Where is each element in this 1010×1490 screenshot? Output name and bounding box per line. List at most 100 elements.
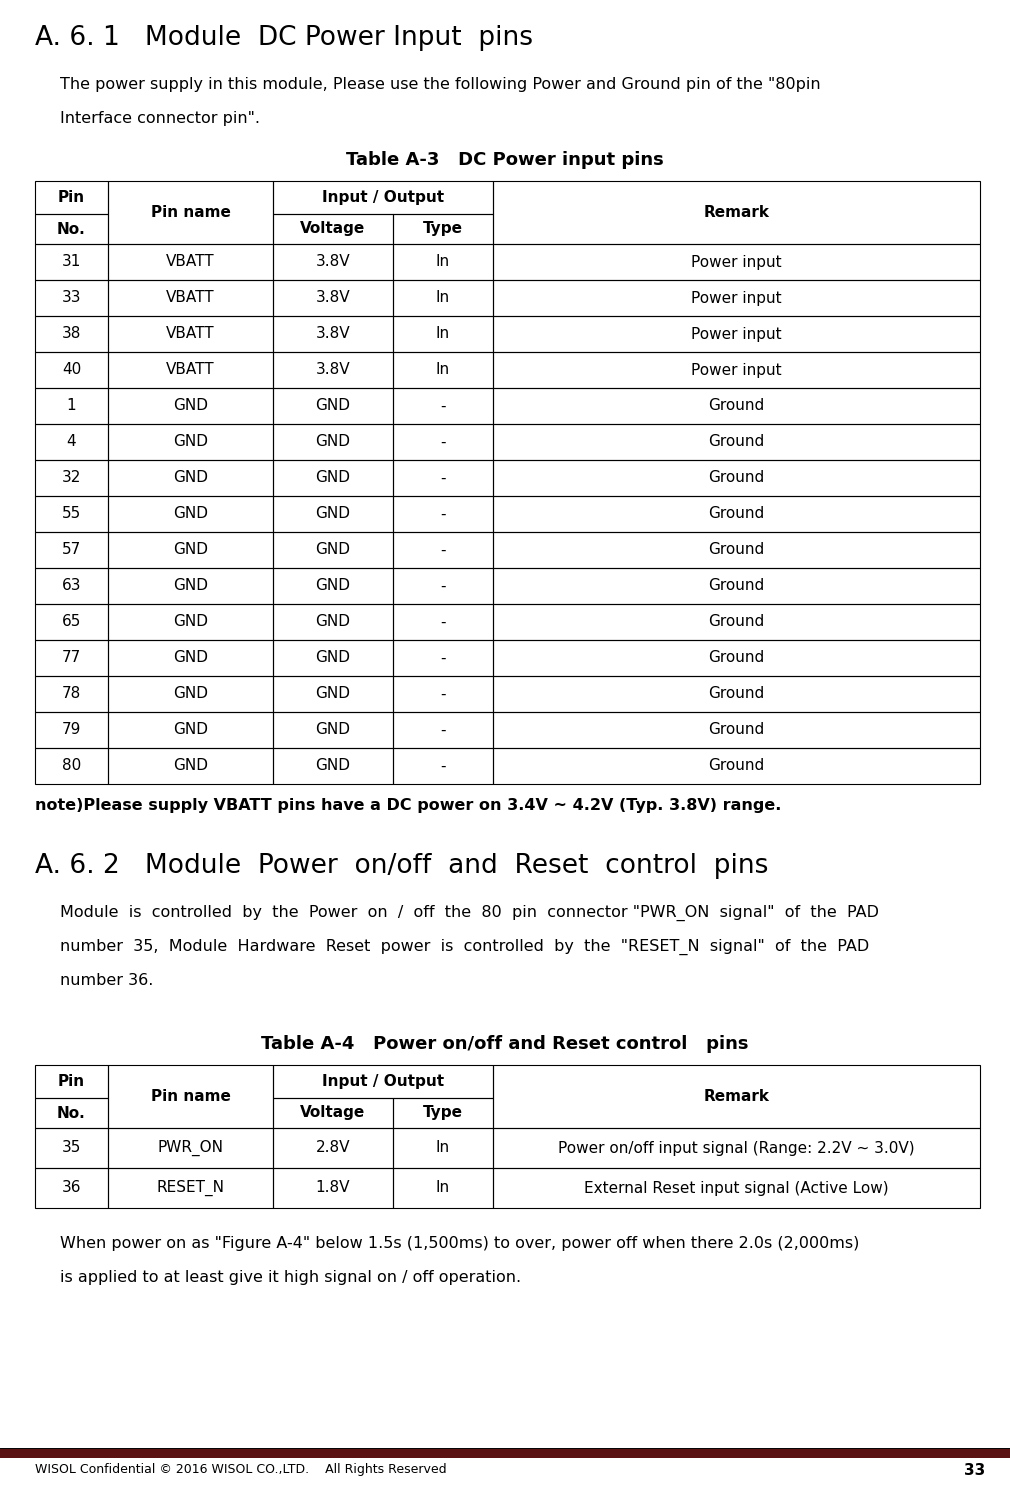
Text: Pin: Pin [58,191,85,206]
Bar [493,748,980,784]
Bar [108,676,273,712]
Text: GND: GND [315,435,350,450]
Bar [273,748,393,784]
Text: Input / Output: Input / Output [322,191,444,206]
Bar [108,1168,273,1208]
Bar [393,352,493,387]
Bar [108,180,273,244]
Bar [35,748,108,784]
Bar [35,387,108,425]
Text: 77: 77 [62,651,81,666]
Text: 80: 80 [62,758,81,773]
Bar [108,712,273,748]
Text: External Reset input signal (Active Low): External Reset input signal (Active Low) [584,1180,889,1195]
Bar [393,603,493,641]
Text: -: - [440,723,445,738]
Text: GND: GND [315,614,350,629]
Text: 1: 1 [67,398,77,414]
Bar [393,1168,493,1208]
Bar [35,676,108,712]
Bar [493,387,980,425]
Text: GND: GND [315,471,350,486]
Text: GND: GND [315,542,350,557]
Text: In: In [436,255,450,270]
Bar [273,532,393,568]
Text: Ground: Ground [708,758,765,773]
Bar [108,352,273,387]
Bar [108,387,273,425]
Text: Pin name: Pin name [150,206,230,221]
Text: Ground: Ground [708,614,765,629]
Text: number  35,  Module  Hardware  Reset  power  is  controlled  by  the  "RESET_N  : number 35, Module Hardware Reset power i… [60,939,870,955]
Text: GND: GND [173,578,208,593]
Bar [493,316,980,352]
Text: Pin: Pin [58,1074,85,1089]
Bar [108,425,273,460]
Text: 2.8V: 2.8V [316,1140,350,1156]
Bar [273,180,493,215]
Bar [108,244,273,280]
Bar [493,180,980,244]
Bar [493,425,980,460]
Text: Ground: Ground [708,651,765,666]
Text: 3.8V: 3.8V [316,291,350,305]
Text: 78: 78 [62,687,81,702]
Text: Power input: Power input [691,362,782,377]
Text: GND: GND [315,398,350,414]
Bar [108,496,273,532]
Text: 31: 31 [62,255,81,270]
Text: WISOL Confidential © 2016 WISOL CO.,LTD.    All Rights Reserved: WISOL Confidential © 2016 WISOL CO.,LTD.… [35,1463,446,1477]
Text: GND: GND [173,687,208,702]
Bar [493,1065,980,1128]
Text: Ground: Ground [708,578,765,593]
Bar [393,641,493,676]
Text: GND: GND [315,687,350,702]
Text: Ground: Ground [708,435,765,450]
Bar [273,215,393,244]
Bar [273,460,393,496]
Bar [108,641,273,676]
Text: GND: GND [173,542,208,557]
Text: -: - [440,542,445,557]
Bar [393,316,493,352]
Bar [273,316,393,352]
Bar [273,568,393,603]
Bar [273,603,393,641]
Bar [393,712,493,748]
Bar [108,1128,273,1168]
Text: -: - [440,507,445,522]
Bar [108,1065,273,1128]
Text: No.: No. [58,222,86,237]
Text: 3.8V: 3.8V [316,326,350,341]
Text: Power input: Power input [691,255,782,270]
Bar [273,496,393,532]
Bar [393,425,493,460]
Bar [108,568,273,603]
Bar [493,603,980,641]
Bar [35,712,108,748]
Text: GND: GND [315,578,350,593]
Bar [493,676,980,712]
Bar [273,1098,393,1128]
Text: -: - [440,471,445,486]
Bar [273,387,393,425]
Text: GND: GND [173,435,208,450]
Text: Ground: Ground [708,507,765,522]
Text: VBATT: VBATT [167,326,215,341]
Text: Ground: Ground [708,723,765,738]
Bar [493,641,980,676]
Bar [393,496,493,532]
Text: Table A-3   DC Power input pins: Table A-3 DC Power input pins [346,150,664,168]
Text: Power input: Power input [691,291,782,305]
Text: is applied to at least give it high signal on / off operation.: is applied to at least give it high sign… [60,1269,521,1284]
Text: Ground: Ground [708,471,765,486]
Bar [273,1168,393,1208]
Text: 3.8V: 3.8V [316,255,350,270]
Bar [493,496,980,532]
Text: Pin name: Pin name [150,1089,230,1104]
Text: GND: GND [315,651,350,666]
Text: 1.8V: 1.8V [316,1180,350,1195]
Text: 32: 32 [62,471,81,486]
Bar [35,641,108,676]
Text: In: In [436,1180,450,1195]
